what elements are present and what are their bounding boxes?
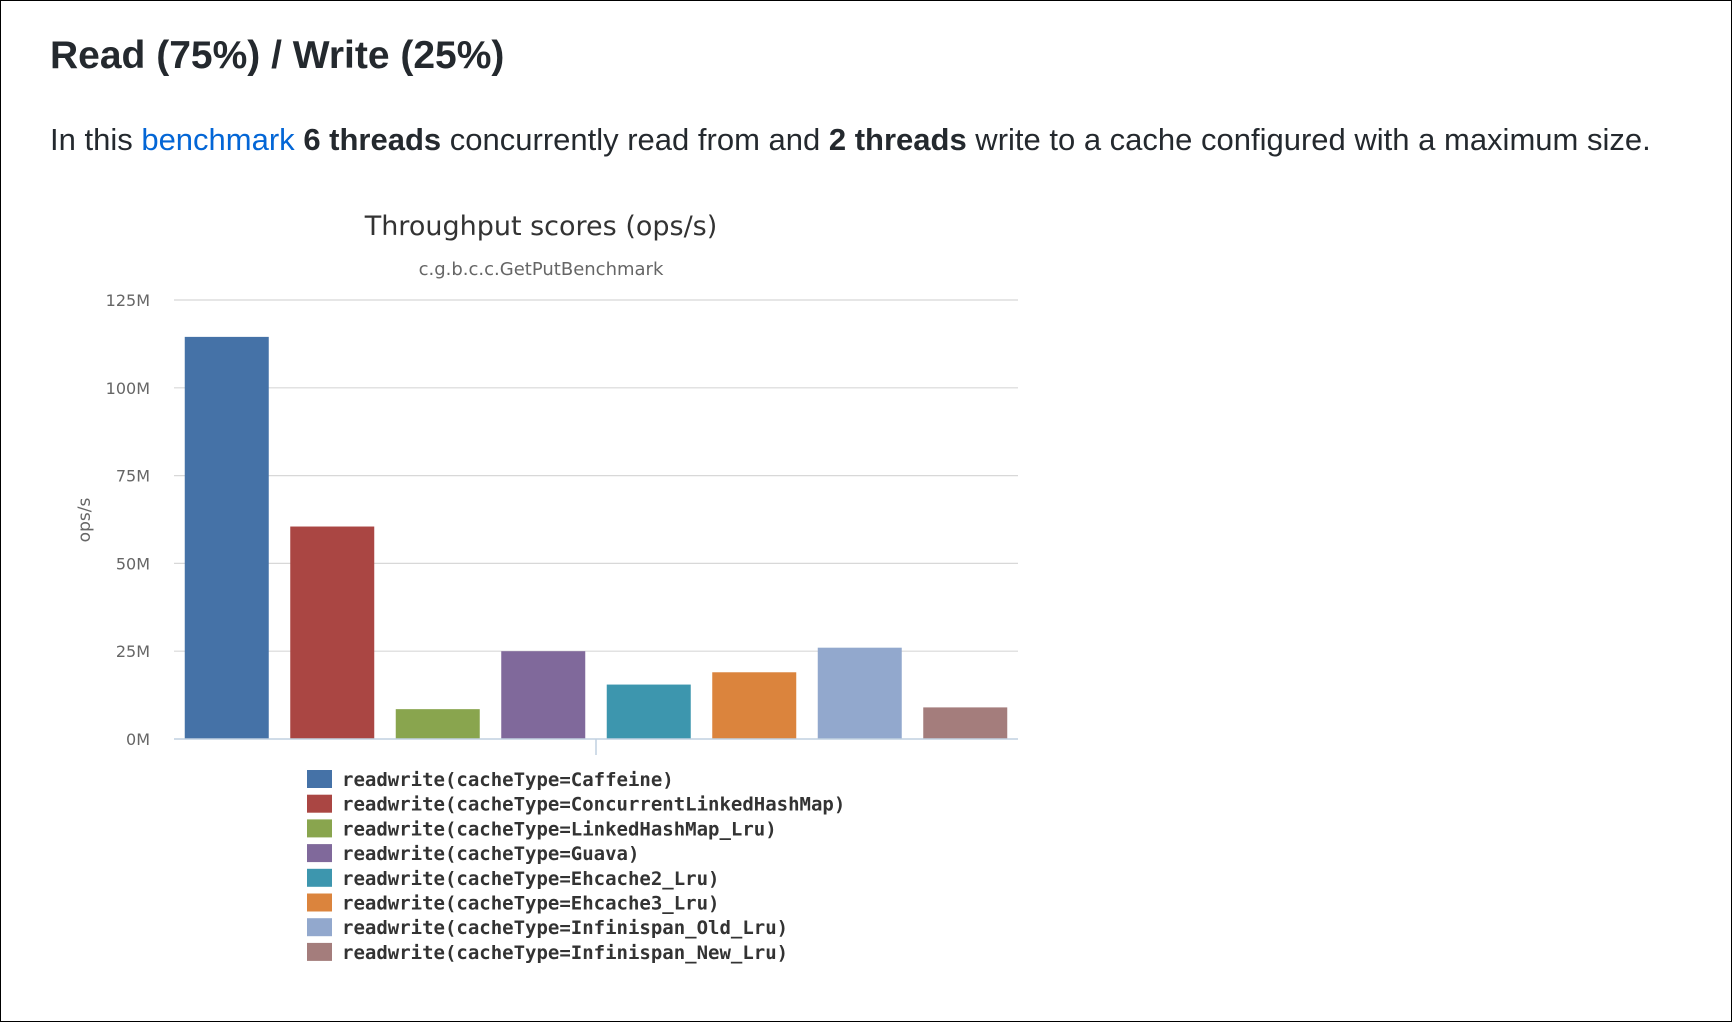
y-tick-labels: 0M 25M 50M 75M 100M 125M <box>106 291 150 749</box>
bar[interactable] <box>606 684 691 739</box>
legend: readwrite(cacheType=Caffeine) readwrite(c… <box>307 769 845 964</box>
y-tick-label: 0M <box>126 730 150 749</box>
legend-item[interactable]: readwrite(cacheType=Infinispan_New_Lru) <box>307 942 788 964</box>
intro-prefix: In this <box>50 122 142 157</box>
intro-suffix: write to a cache configured with a maxim… <box>966 122 1651 157</box>
bar[interactable] <box>184 336 269 739</box>
chart-title: Throughput scores (ops/s) <box>364 211 718 242</box>
legend-swatch <box>307 868 332 887</box>
legend-swatch <box>307 819 332 838</box>
legend-label: readwrite(cacheType=Ehcache2_Lru) <box>342 868 720 890</box>
legend-item[interactable]: readwrite(cacheType=Ehcache2_Lru) <box>307 868 720 890</box>
y-axis-title: ops/s <box>75 498 95 543</box>
legend-label: readwrite(cacheType=Guava) <box>342 843 639 865</box>
legend-swatch <box>307 844 332 863</box>
read-threads: 6 threads <box>303 122 442 157</box>
legend-label: readwrite(cacheType=Infinispan_New_Lru) <box>342 942 788 964</box>
bar[interactable] <box>817 647 902 739</box>
bar[interactable] <box>712 672 797 739</box>
write-threads: 2 threads <box>828 122 967 157</box>
y-tick-label: 125M <box>106 291 150 310</box>
y-tick-label: 75M <box>116 467 150 486</box>
legend-label: readwrite(cacheType=Infinispan_Old_Lru) <box>342 917 788 939</box>
chart-subtitle: c.g.b.c.c.GetPutBenchmark <box>419 259 664 280</box>
x-axis <box>174 738 1018 755</box>
legend-label: readwrite(cacheType=Caffeine) <box>342 769 674 791</box>
legend-label: readwrite(cacheType=Ehcache3_Lru) <box>342 893 720 915</box>
bars <box>184 336 1008 739</box>
legend-item[interactable]: readwrite(cacheType=Ehcache3_Lru) <box>307 893 720 915</box>
legend-label: readwrite(cacheType=LinkedHashMap_Lru) <box>342 818 777 840</box>
y-tick-label: 50M <box>116 554 150 573</box>
bar[interactable] <box>501 651 586 739</box>
throughput-chart: Throughput scores (ops/s) c.g.b.c.c.GetP… <box>75 211 1018 964</box>
legend-item[interactable]: readwrite(cacheType=ConcurrentLinkedHash… <box>307 794 845 816</box>
legend-swatch <box>307 893 332 912</box>
legend-label: readwrite(cacheType=ConcurrentLinkedHash… <box>342 794 845 816</box>
legend-item[interactable]: readwrite(cacheType=Infinispan_Old_Lru) <box>307 917 788 939</box>
intro-mid-2: concurrently read from and <box>441 122 829 157</box>
legend-swatch <box>307 794 332 813</box>
legend-item[interactable]: readwrite(cacheType=Caffeine) <box>307 769 674 791</box>
legend-item[interactable]: readwrite(cacheType=Guava) <box>307 843 639 865</box>
bar[interactable] <box>395 709 480 739</box>
bar[interactable] <box>290 526 375 739</box>
section-heading: Read (75%) / Write (25%) <box>50 34 505 77</box>
legend-swatch <box>307 770 332 788</box>
bar[interactable] <box>923 707 1008 739</box>
legend-item[interactable]: readwrite(cacheType=LinkedHashMap_Lru) <box>307 818 777 840</box>
legend-swatch <box>307 942 332 961</box>
intro-paragraph: In this benchmark 6 threads concurrently… <box>50 122 1651 158</box>
legend-swatch <box>307 918 332 937</box>
y-tick-label: 25M <box>116 642 150 661</box>
y-tick-label: 100M <box>106 379 150 398</box>
benchmark-link[interactable]: benchmark <box>141 122 295 157</box>
